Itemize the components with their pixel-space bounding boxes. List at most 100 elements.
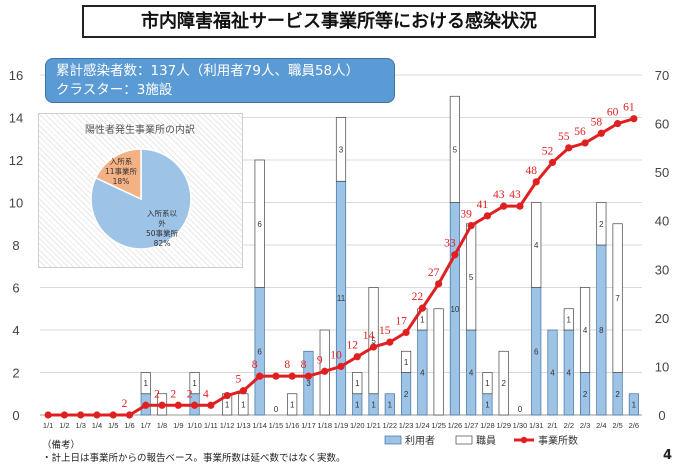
bar-label-staff: 6 [257,220,262,229]
y-left-tick: 0 [12,408,19,423]
y-left-tick: 16 [9,68,23,83]
bar-label-staff: 1 [192,379,197,388]
bar-staff [287,393,298,416]
line-point [77,411,85,419]
bar-label-users: 1 [632,400,637,409]
bar-staff [563,308,574,331]
x-tick-label: 1/10 [187,421,202,430]
x-tick-label: 1/1 [43,421,53,430]
bar-label-users: 1 [388,400,393,409]
line-point [44,411,52,419]
line-data-label: 48 [525,165,537,177]
bar-staff [189,372,200,395]
x-tick-label: 1/23 [399,421,414,430]
line-point [402,328,410,337]
x-tick-label: 1/9 [173,421,183,430]
bar-staff [612,223,623,373]
x-tick-label: 1/24 [415,421,430,430]
line-point [597,129,605,137]
bar-label-staff: 1 [290,400,295,409]
bar-label-staff: 0 [274,405,279,414]
line-data-label: 61 [623,102,635,114]
line-point [516,202,524,210]
bar-label-staff: 4 [534,241,539,250]
line-data-label: 12 [347,340,359,352]
line-data-label: 2 [122,398,128,410]
bar-staff [140,372,151,395]
line-point [288,372,296,380]
line-point [630,115,638,123]
x-tick-label: 1/20 [350,421,365,430]
bar-label-users: 1 [485,400,490,409]
y-left-tick: 4 [12,323,19,338]
bar-label-users: 4 [420,369,425,378]
chart-legend: 利用者 職員 事業所数 [384,434,578,447]
line-point [418,304,426,312]
bar-label-staff: 0 [518,405,523,414]
line-data-label: 14 [363,330,375,342]
bar-staff [482,372,493,395]
y-right-tick: 70 [655,68,669,83]
bar-staff [498,350,509,416]
line-data-label: 9 [317,354,323,366]
line-point [386,338,394,346]
line-point [321,367,329,375]
bar-staff [335,117,347,182]
line-data-label: 10 [330,349,342,361]
line-data-label: 43 [509,189,521,201]
x-tick-label: 1/12 [220,421,235,430]
line-point [613,119,622,128]
bar-label-staff: 1 [144,379,149,388]
bar-label-staff: 2 [599,220,604,229]
bar-label-staff: 1 [225,400,230,409]
bar-label-staff: 1 [567,315,572,324]
x-tick-label: 1/30 [513,421,528,430]
bar-label-users: 1 [355,400,360,409]
line-data-label: 8 [284,359,290,371]
footnote-text: ・計上日は事業所からの報告ベース。事業所数は延べ数ではなく実数。 [42,453,346,464]
legend-label-facilities: 事業所数 [538,434,578,447]
line-data-label: 58 [591,116,603,128]
line-point [93,411,101,419]
line-data-label: 2 [187,388,193,400]
bar-staff [433,308,444,416]
line-point [565,144,573,152]
pie-title: 陽性者発生事業所の内訳 [85,123,195,136]
legend-swatch-users [384,435,402,445]
x-tick-label: 2/3 [580,421,590,430]
bar-staff [596,202,607,246]
line-data-label: 4 [203,388,209,400]
line-data-label: 55 [558,131,570,143]
line-point [60,411,69,419]
line-data-label: 8 [252,359,258,371]
y-left-tick: 8 [12,238,19,253]
bar-label-users: 6 [257,347,262,356]
x-tick-label: 1/19 [334,421,349,430]
bar-label-users: 4 [469,369,474,378]
bar-label-users: 2 [615,390,620,399]
line-data-label: 2 [170,388,176,400]
bar-users [303,350,314,416]
x-tick-label: 1/28 [480,421,495,430]
line-point [223,391,231,400]
line-data-label: 15 [379,325,391,337]
line-data-label: 33 [444,238,456,250]
pie-label-non-residential: 50事業所 [146,228,179,238]
x-tick-label: 2/2 [564,421,574,430]
bar-label-staff: 5 [371,337,376,346]
x-tick-label: 2/1 [547,421,557,430]
line-point [304,372,313,380]
line-point [500,202,508,210]
bar-label-users: 8 [599,326,604,335]
x-tick-label: 1/14 [252,421,267,430]
legend-marker-facilities [520,436,528,444]
line-point [581,139,589,147]
y-right-tick: 10 [655,359,669,374]
pie-label-residential: 11事業所 [105,166,138,176]
x-tick-label: 2/6 [629,421,639,430]
bar-users [547,329,558,416]
line-point [451,251,459,259]
